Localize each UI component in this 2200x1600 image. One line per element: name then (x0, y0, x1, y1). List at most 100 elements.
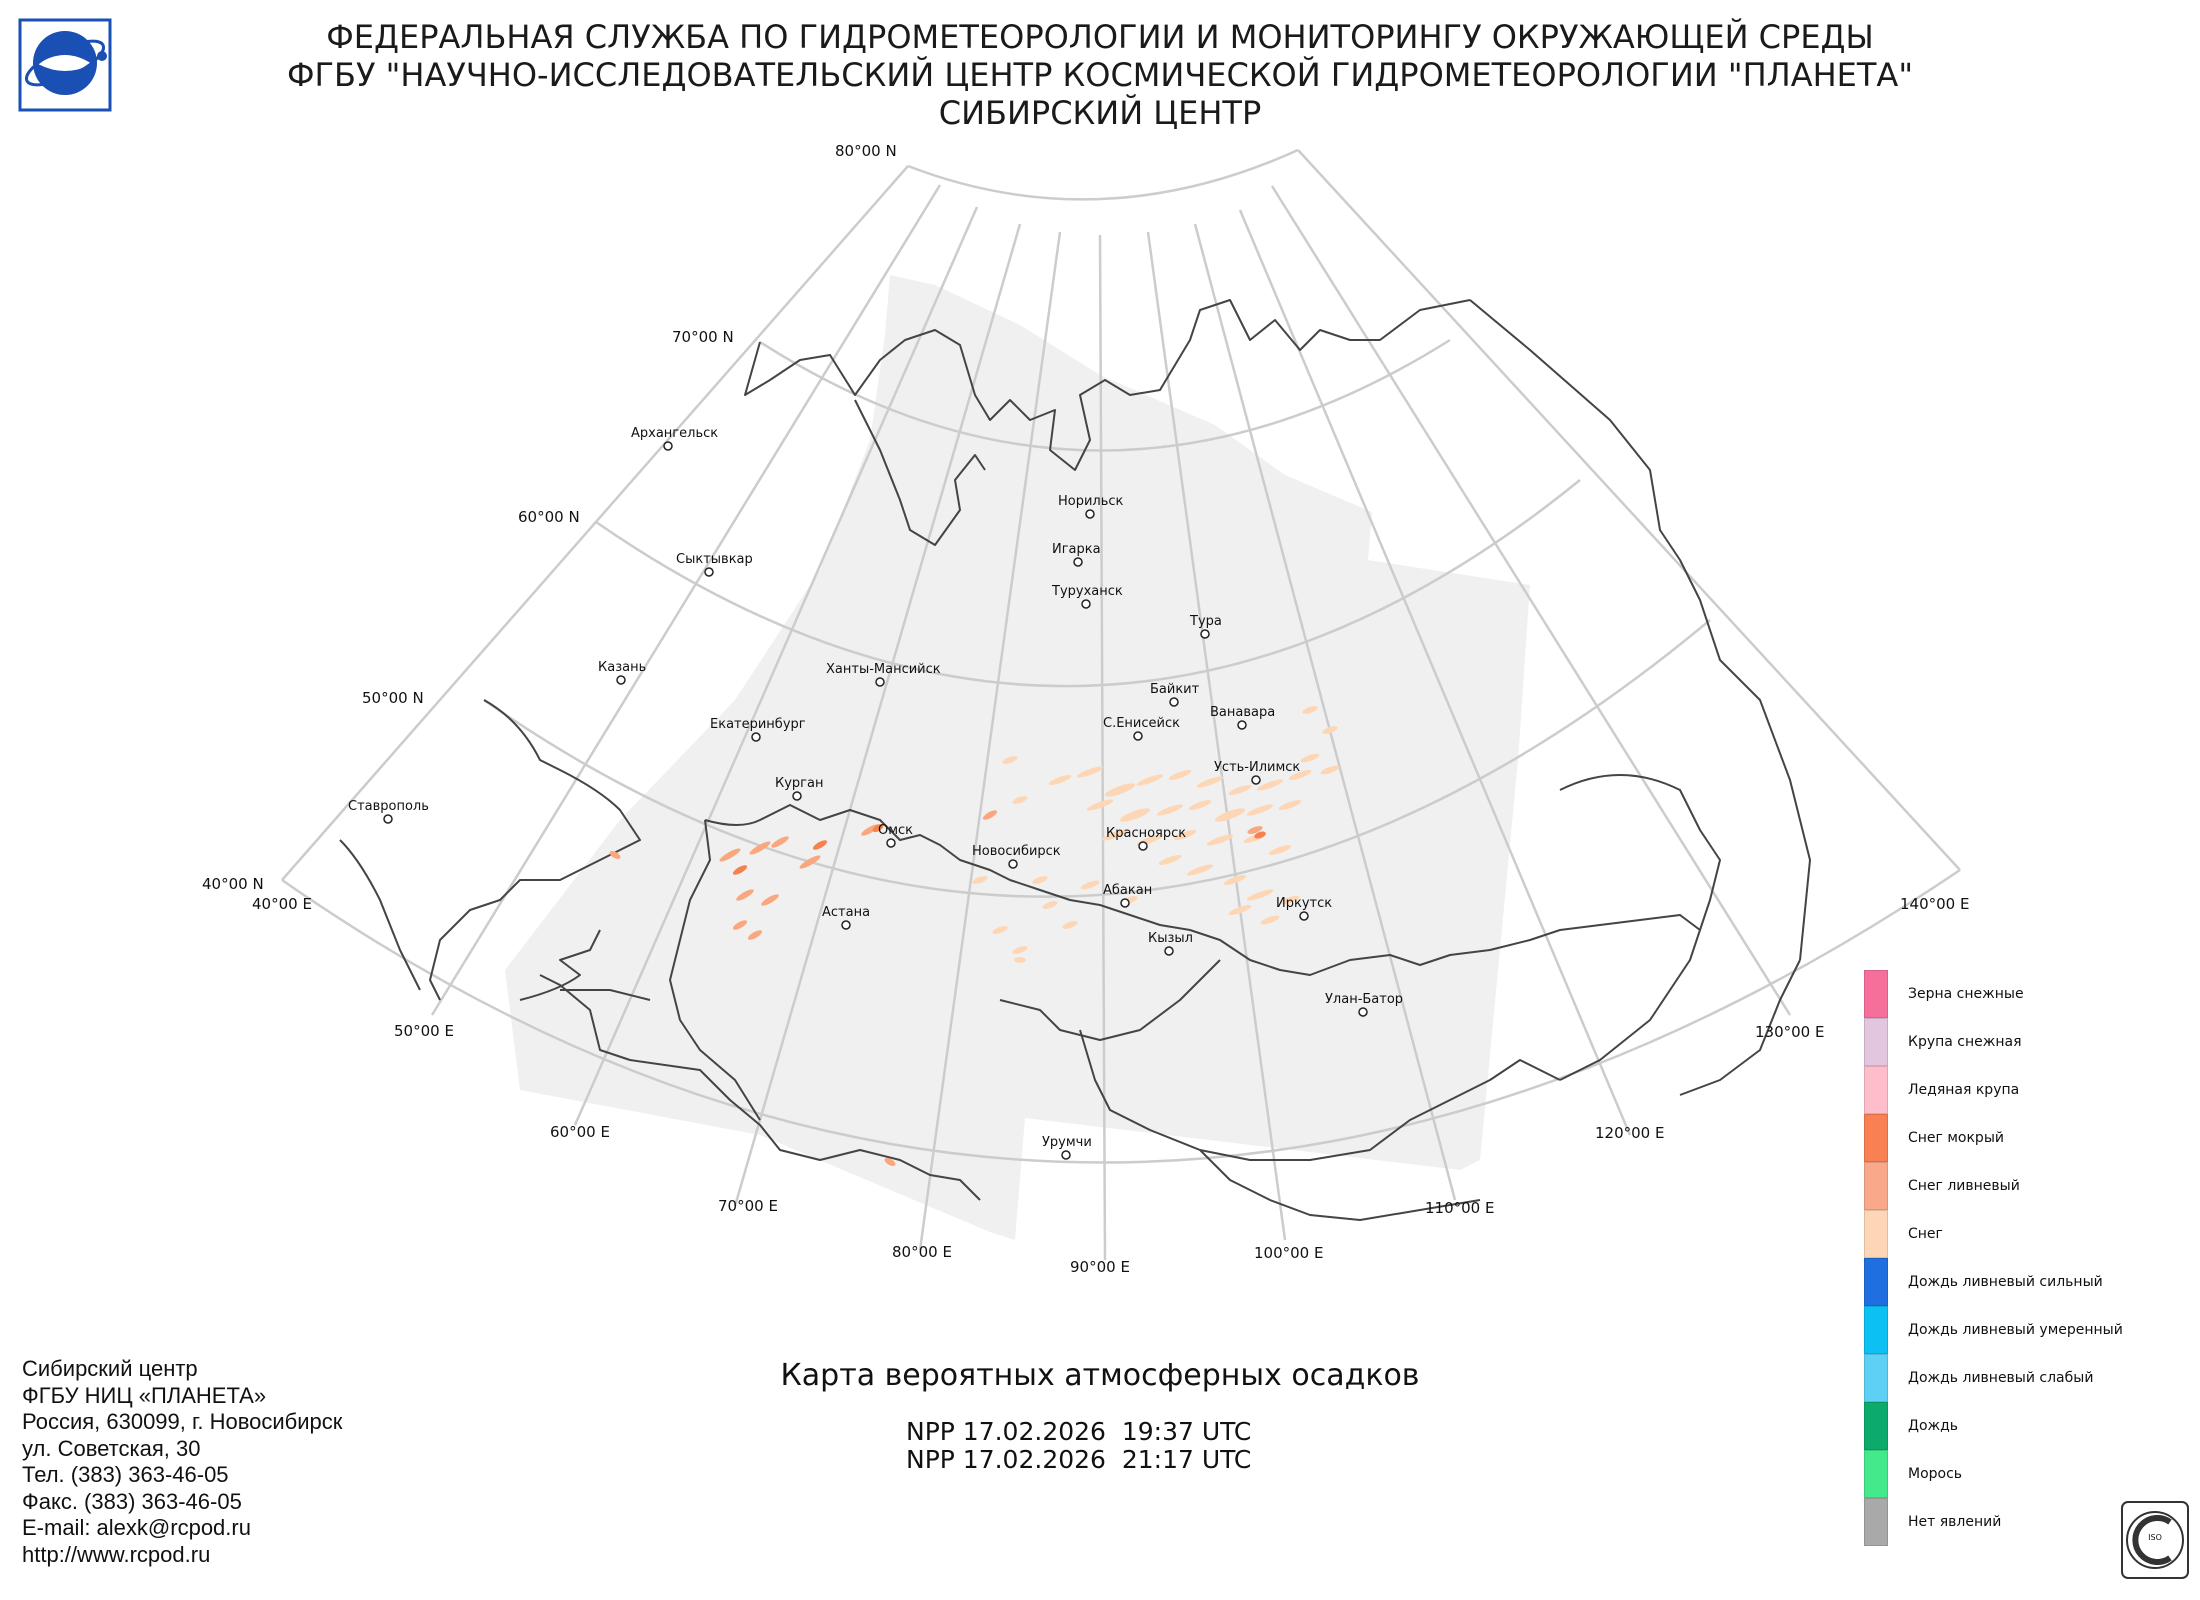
city-label-kyzyl: Кызыл (1148, 931, 1193, 946)
city-label-ulan-bator: Улан-Батор (1325, 992, 1403, 1007)
lon-label-40: 40°00 E (252, 895, 312, 913)
pass-line-1: NPP 17.02.2026 19:37 UTC (906, 1417, 1252, 1446)
legend-swatch (1864, 1306, 1888, 1354)
planeta-logo (18, 18, 112, 112)
city-label-astana: Астана (822, 905, 870, 920)
legend-label: Нет явлений (1908, 1514, 2002, 1530)
lon-label-80: 80°00 E (892, 1243, 952, 1261)
legend-item: Дождь ливневый сильный (1864, 1258, 2164, 1306)
city-label-khanty-mansiysk: Ханты-Мансийск (826, 662, 941, 677)
legend-label: Дождь ливневый сильный (1908, 1274, 2103, 1290)
header-line-2: ФГБУ "НАУЧНО-ИССЛЕДОВАТЕЛЬСКИЙ ЦЕНТР КОС… (286, 56, 1914, 94)
legend-swatch (1864, 1114, 1888, 1162)
lon-label-130: 130°00 E (1755, 1023, 1824, 1041)
lon-label-120: 120°00 E (1595, 1124, 1664, 1142)
legend-swatch (1864, 970, 1888, 1018)
city-label-ust-ilimsk: Усть-Илимск (1214, 760, 1300, 775)
lon-label-100: 100°00 E (1254, 1244, 1323, 1262)
city-label-turukhansk: Туруханск (1051, 584, 1123, 599)
city-label-urumqi: Урумчи (1042, 1135, 1092, 1150)
precip-wet-snow (732, 824, 1266, 875)
contact-info: Сибирский центр ФГБУ НИЦ «ПЛАНЕТА» Росси… (22, 1356, 342, 1568)
legend-item: Дождь (1864, 1402, 2164, 1450)
city-label-vanavara: Ванавара (1210, 705, 1275, 720)
legend-swatch (1864, 1258, 1888, 1306)
graticule-parallels (281, 148, 1961, 1164)
legend-swatch (1864, 1066, 1888, 1114)
lon-label-50: 50°00 E (394, 1022, 454, 1040)
city-label-igarka: Игарка (1052, 542, 1101, 557)
city-label-abakan: Абакан (1103, 883, 1152, 898)
contact-line: ФГБУ НИЦ «ПЛАНЕТА» (22, 1382, 267, 1408)
legend-swatch (1864, 1210, 1888, 1258)
iso-text: ISO (2148, 1533, 2162, 1542)
city-label-kazan: Казань (598, 660, 646, 675)
legend-item: Дождь ливневый слабый (1864, 1354, 2164, 1402)
city-markers (383, 441, 1368, 1160)
city-label-tura: Тура (1189, 614, 1222, 629)
header-title-block: ФЕДЕРАЛЬНАЯ СЛУЖБА ПО ГИДРОМЕТЕОРОЛОГИИ … (0, 18, 2200, 132)
city-label-novosibirsk: Новосибирск (972, 844, 1061, 859)
city-label-arkhangelsk: Архангельск (631, 426, 718, 441)
legend-item: Снег (1864, 1210, 2164, 1258)
contact-line: ул. Советская, 30 (22, 1435, 201, 1461)
legend-label: Зерна снежные (1908, 986, 2024, 1002)
legend-label: Дождь ливневый умеренный (1908, 1322, 2123, 1338)
lon-label-110: 110°00 E (1425, 1199, 1494, 1217)
city-label-kurgan: Курган (775, 776, 823, 791)
city-label-stavropol: Ставрополь (348, 799, 429, 814)
contact-email[interactable]: E-mail: alexk@rcpod.ru (22, 1515, 251, 1540)
legend-item: Морось (1864, 1450, 2164, 1498)
city-label-baykit: Байкит (1150, 682, 1200, 697)
contact-line: Сибирский центр (22, 1356, 198, 1381)
contact-line: Россия, 630099, г. Новосибирск (22, 1409, 343, 1434)
city-label-irkutsk: Иркутск (1276, 896, 1332, 911)
legend-swatch (1864, 1018, 1888, 1066)
header-line-1: ФЕДЕРАЛЬНАЯ СЛУЖБА ПО ГИДРОМЕТЕОРОЛОГИИ … (326, 18, 1874, 56)
legend-label: Снег мокрый (1908, 1130, 2004, 1146)
legend-swatch (1864, 1450, 1888, 1498)
iso-certificate-logo: ISO (2121, 1501, 2189, 1579)
satellite-passes: NPP 17.02.2026 19:37 UTC NPP 17.02.2026 … (906, 1418, 1251, 1474)
lat-label-40: 40°00 N (202, 875, 264, 893)
lon-label-60: 60°00 E (550, 1123, 610, 1141)
legend-item: Крупа снежная (1864, 1018, 2164, 1066)
legend-swatch (1864, 1162, 1888, 1210)
legend-label: Снег ливневый (1908, 1178, 2020, 1194)
legend-label: Дождь (1908, 1418, 1959, 1434)
header-line-3: СИБИРСКИЙ ЦЕНТР (938, 94, 1262, 132)
lon-label-70: 70°00 E (718, 1197, 778, 1215)
lon-label-90: 90°00 E (1070, 1258, 1130, 1276)
lat-label-70: 70°00 N (672, 328, 734, 346)
contact-website[interactable]: http://www.rcpod.ru (22, 1541, 211, 1567)
precip-snow (972, 706, 1340, 963)
lat-label-80: 80°00 N (835, 142, 897, 160)
contact-line: Тел. (383) 363-46-05 (22, 1462, 229, 1487)
city-label-s-eniseysk: С.Енисейск (1103, 716, 1180, 731)
graticule-meridians (281, 149, 1961, 1261)
legend-swatch (1864, 1498, 1888, 1546)
legend-label: Дождь ливневый слабый (1908, 1370, 2094, 1386)
city-label-norilsk: Норильск (1058, 494, 1124, 509)
legend-swatch (1864, 1354, 1888, 1402)
city-label-omsk: Омск (878, 823, 913, 838)
legend-swatch (1864, 1402, 1888, 1450)
lat-label-60: 60°00 N (518, 508, 580, 526)
coastlines-borders (339, 299, 1811, 1221)
city-label-syktyvkar: Сыктывкар (676, 552, 753, 567)
city-label-ekaterinburg: Екатеринбург (710, 717, 806, 732)
legend-item: Снег мокрый (1864, 1114, 2164, 1162)
precip-snow-shower (609, 810, 1263, 1166)
city-label-krasnoyarsk: Красноярск (1106, 826, 1186, 841)
legend-item: Снег ливневый (1864, 1162, 2164, 1210)
map-title: Карта вероятных атмосферных осадков (780, 1358, 1420, 1393)
legend-label: Морось (1908, 1466, 1963, 1482)
legend-item: Зерна снежные (1864, 970, 2164, 1018)
legend-item: Дождь ливневый умеренный (1864, 1306, 2164, 1354)
contact-line: Факс. (383) 363-46-05 (22, 1488, 242, 1514)
pass-line-2: NPP 17.02.2026 21:17 UTC (906, 1445, 1252, 1474)
legend-label: Ледяная крупа (1908, 1082, 2020, 1098)
legend-item: Нет явлений (1864, 1498, 2164, 1546)
legend-item: Ледяная крупа (1864, 1066, 2164, 1114)
